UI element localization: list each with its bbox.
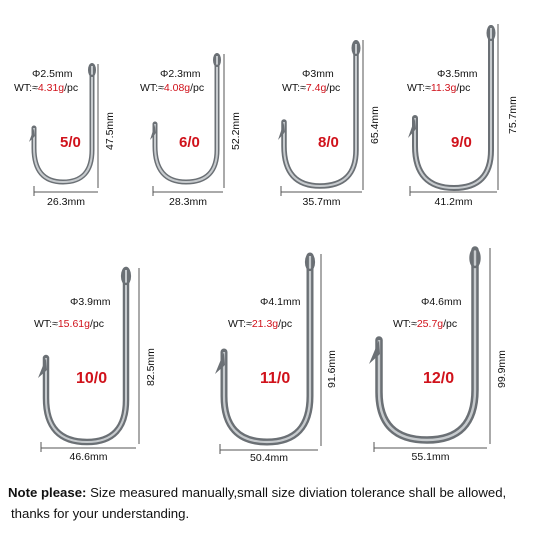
weight-label: WT:≈4.31g/pc <box>14 82 78 95</box>
weight-suffix: /pc <box>443 318 458 330</box>
weight-suffix: /pc <box>89 318 104 330</box>
hook-11-0-illustration <box>215 252 322 454</box>
weight-value: 11.3g <box>430 82 457 94</box>
weight-label: WT:≈11.3g/pc <box>407 82 470 95</box>
height-label: 65.4mm <box>369 106 381 144</box>
weight-suffix: /pc <box>326 82 341 94</box>
diameter-label: Φ4.6mm <box>421 296 462 308</box>
weight-value: 25.7g <box>416 318 444 330</box>
weight-suffix: /pc <box>64 82 79 94</box>
weight-prefix: WT:≈ <box>140 82 164 94</box>
size-label: 12/0 <box>423 370 455 387</box>
width-label: 26.3mm <box>47 196 85 208</box>
weight-prefix: WT:≈ <box>282 82 306 94</box>
size-label: 9/0 <box>451 134 472 151</box>
diameter-label: Φ4.1mm <box>260 296 301 308</box>
height-label: 82.5mm <box>145 348 157 386</box>
weight-suffix: /pc <box>278 318 293 330</box>
size-label: 8/0 <box>318 134 339 151</box>
note-text: Size measured manually,small size diviat… <box>86 485 507 500</box>
hook-8-0-illustration <box>278 40 364 196</box>
hook-card-12-0: Φ4.6mm WT:≈25.7g/pc 12/0 99.9mm 55.1mm <box>355 240 533 470</box>
diameter-label: Φ3mm <box>302 68 334 80</box>
weight-prefix: WT:≈ <box>14 82 38 94</box>
weight-label: WT:≈21.3g/pc <box>228 318 292 331</box>
hook-5-0-illustration <box>29 63 99 196</box>
diameter-label: Φ2.5mm <box>32 68 73 80</box>
weight-label: WT:≈4.08g/pc <box>140 82 204 95</box>
diameter-label: Φ2.3mm <box>160 68 201 80</box>
weight-prefix: WT:≈ <box>407 82 431 94</box>
height-label: 75.7mm <box>507 96 519 134</box>
hook-card-10-0: Φ3.9mm WT:≈15.61g/pc 10/0 82.5mm 46.6mm <box>0 240 178 470</box>
width-label: 55.1mm <box>411 451 450 463</box>
note-line-1: Note please: Size measured manually,smal… <box>8 482 528 503</box>
weight-prefix: WT:≈ <box>393 318 417 330</box>
weight-prefix: WT:≈ <box>228 318 252 330</box>
height-label: 52.2mm <box>230 112 242 150</box>
width-label: 28.3mm <box>169 196 207 208</box>
width-label: 50.4mm <box>250 452 288 464</box>
hook-card-5-0: Φ2.5mm WT:≈4.31g/pc 5/0 47.5mm 26.3mm <box>0 0 133 220</box>
height-label: 47.5mm <box>104 112 116 150</box>
weight-value: 4.31g <box>37 82 65 94</box>
weight-value: 15.61g <box>57 318 90 330</box>
weight-suffix: /pc <box>456 82 471 94</box>
hook-9-0-illustration <box>408 24 499 196</box>
width-label: 41.2mm <box>434 196 473 208</box>
measurement-note: Note please: Size measured manually,smal… <box>8 482 528 524</box>
width-label: 46.6mm <box>69 451 108 463</box>
weight-label: WT:≈25.7g/pc <box>393 318 457 331</box>
hook-card-8-0: Φ3mm WT:≈7.4g/pc 8/0 65.4mm 35.7mm <box>266 0 399 220</box>
weight-label: WT:≈7.4g/pc <box>282 82 340 95</box>
width-label: 35.7mm <box>302 196 341 208</box>
weight-label: WT:≈15.61g/pc <box>34 318 104 331</box>
hook-card-9-0: Φ3.5mm WT:≈11.3g/pc 9/0 75.7mm 41.2mm <box>399 0 533 220</box>
hook-10-0-illustration <box>38 266 140 452</box>
diameter-label: Φ3.5mm <box>437 68 478 80</box>
hook-12-0-illustration <box>369 246 491 452</box>
note-line-2: thanks for your understanding. <box>11 506 190 521</box>
hook-card-11-0: Φ4.1mm WT:≈21.3g/pc 11/0 91.6mm 50.4mm <box>178 240 355 470</box>
hook-card-6-0: Φ2.3mm WT:≈4.08g/pc 6/0 52.2mm 28.3mm <box>133 0 266 220</box>
weight-value: 7.4g <box>305 82 327 94</box>
height-label: 91.6mm <box>326 350 338 388</box>
diameter-label: Φ3.9mm <box>70 296 111 308</box>
weight-value: 4.08g <box>163 82 191 94</box>
size-label: 5/0 <box>60 134 81 151</box>
note-label: Note please: <box>8 485 87 500</box>
height-label: 99.9mm <box>496 350 508 388</box>
weight-value: 21.3g <box>251 318 279 330</box>
weight-prefix: WT:≈ <box>34 318 58 330</box>
size-label: 11/0 <box>260 370 291 387</box>
size-label: 10/0 <box>76 370 108 387</box>
size-label: 6/0 <box>179 134 200 151</box>
weight-suffix: /pc <box>190 82 205 94</box>
hook-6-0-illustration <box>150 53 225 196</box>
